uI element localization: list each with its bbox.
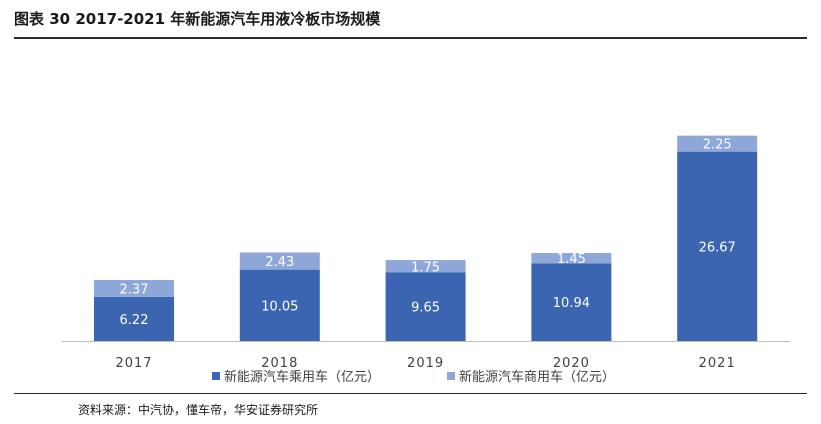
footer-divider <box>14 393 807 394</box>
page-title: 图表 30 2017-2021 年新能源汽车用液冷板市场规模 <box>14 10 381 28</box>
bar-passenger-2021 <box>677 151 758 341</box>
bar-passenger-2020 <box>531 263 612 341</box>
data-label-passenger-2021: 26.67 <box>699 240 736 255</box>
title-divider <box>14 37 807 39</box>
bar-commercial-2019 <box>385 260 466 273</box>
data-label-commercial-2018: 2.43 <box>265 255 294 270</box>
data-label-commercial-2021: 2.25 <box>703 138 732 153</box>
x-tick-label-2018: 2018 <box>261 356 298 371</box>
legend-commercial-label: 新能源汽车商用车（亿元） <box>459 369 615 385</box>
bar-passenger-2017 <box>94 296 174 341</box>
x-tick-label-2020: 2020 <box>553 356 590 371</box>
bar-passenger-2019 <box>385 272 466 341</box>
bar-commercial-2020 <box>531 253 612 264</box>
bar-passenger-2018 <box>239 269 320 341</box>
data-label-passenger-2018: 10.05 <box>261 299 298 314</box>
bar-commercial-2017 <box>94 280 174 297</box>
data-label-commercial-2020: 1.45 <box>557 252 586 267</box>
bar-commercial-2021 <box>677 135 758 152</box>
x-tick-label-2019: 2019 <box>407 356 444 371</box>
x-tick-label-2021: 2021 <box>699 356 736 371</box>
bar-commercial-2018 <box>239 252 320 270</box>
data-label-commercial-2019: 1.75 <box>411 260 440 275</box>
data-label-passenger-2017: 6.22 <box>120 313 149 328</box>
legend-commercial-swatch <box>447 372 455 380</box>
source-note: 资料来源：中汽协，懂车帝，华安证券研究所 <box>78 403 319 417</box>
data-label-commercial-2017: 2.37 <box>120 282 149 297</box>
data-label-passenger-2020: 10.94 <box>553 296 590 311</box>
data-label-passenger-2019: 9.65 <box>411 301 440 316</box>
x-tick-label-2017: 2017 <box>115 356 152 371</box>
legend-passenger-label: 新能源汽车乘用车（亿元） <box>224 369 380 385</box>
legend-passenger-swatch <box>212 372 220 380</box>
